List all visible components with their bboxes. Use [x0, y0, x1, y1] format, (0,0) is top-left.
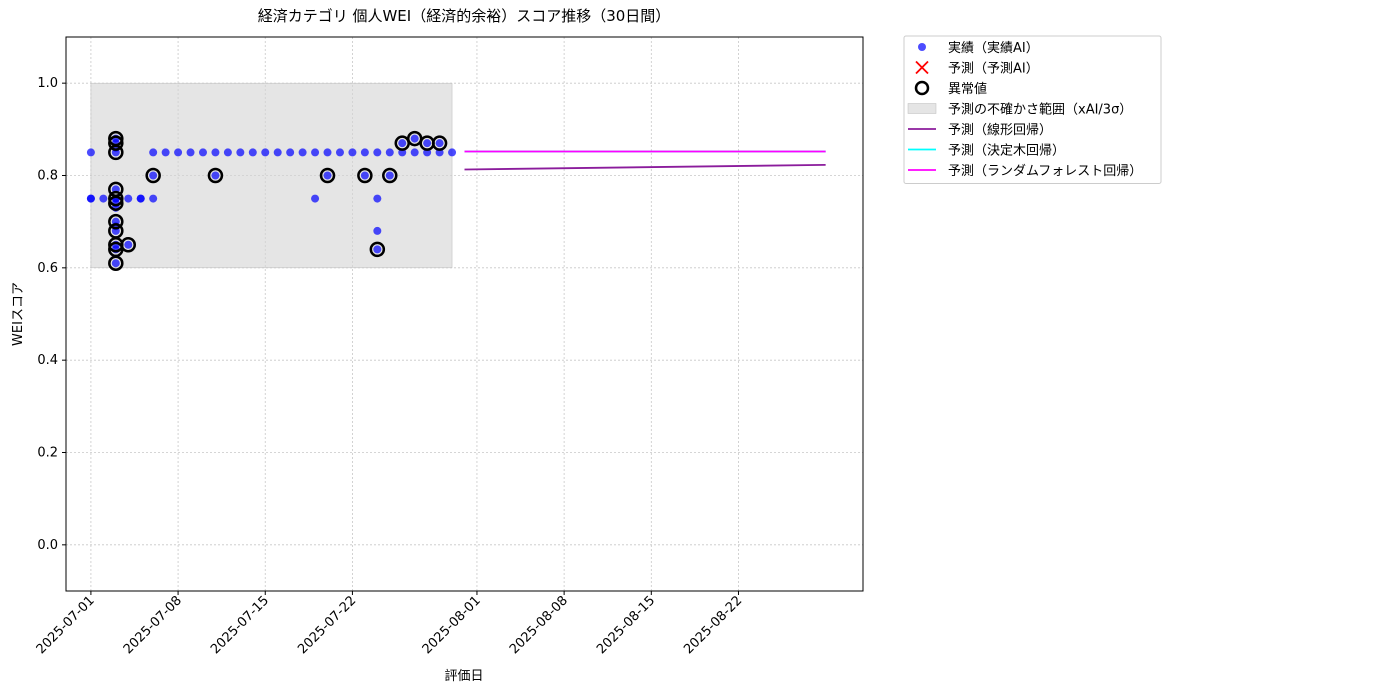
actual-point — [211, 171, 220, 180]
x-tick-label: 2025-07-15 — [208, 593, 272, 657]
actual-point — [124, 194, 133, 203]
anomaly-point — [120, 237, 137, 253]
x-tick-label: 2025-08-22 — [681, 593, 745, 657]
actual-point — [323, 148, 332, 157]
actual-point — [174, 148, 183, 157]
actual-point — [236, 148, 245, 157]
anomaly-point — [108, 135, 124, 151]
actual-point — [385, 148, 394, 157]
actual-point — [311, 194, 320, 203]
actual-point — [385, 171, 394, 180]
actual-point — [373, 245, 382, 254]
y-tick-label: 0.6 — [37, 261, 58, 276]
actual-point — [335, 148, 344, 157]
x-tick-label: 2025-08-08 — [507, 593, 571, 657]
x-tick-label: 2025-08-01 — [420, 593, 484, 657]
x-axis-label: 評価日 — [444, 669, 483, 684]
actual-point — [360, 148, 369, 157]
actual-point — [111, 259, 120, 268]
actual-point — [186, 148, 195, 157]
x-tick-label: 2025-07-08 — [121, 593, 185, 657]
actual-point — [448, 148, 457, 157]
legend-label: 予測（予測AI） — [948, 62, 1039, 77]
actual-point — [423, 139, 432, 148]
legend-marker — [907, 103, 937, 114]
legend-box — [903, 35, 1162, 184]
actual-point — [248, 148, 257, 157]
actual-point — [86, 194, 95, 203]
anomaly-point — [357, 167, 373, 184]
actual-point — [86, 148, 95, 157]
anomaly-point — [145, 167, 161, 184]
actual-point — [211, 148, 220, 157]
actual-point — [298, 148, 307, 157]
legend-label: 予測（決定木回帰） — [948, 143, 1065, 159]
actual-point — [99, 194, 108, 203]
y-tick-label: 0.0 — [37, 538, 58, 553]
actual-point — [136, 194, 145, 203]
actual-point — [435, 139, 444, 148]
y-tick-label: 0.8 — [37, 169, 58, 184]
actual-point — [360, 171, 369, 180]
actual-point — [198, 148, 207, 157]
uncertainty-band — [90, 82, 453, 269]
actual-point — [261, 148, 270, 157]
anomaly-point — [207, 167, 224, 184]
legend-label: 実績（実績AI） — [948, 40, 1039, 56]
y-axis-label: WEIスコア — [11, 282, 26, 346]
legend-label: 予測（ランダムフォレスト回帰） — [948, 163, 1142, 179]
anomaly-point — [431, 135, 448, 151]
actual-point — [311, 148, 320, 157]
prediction-line — [464, 163, 826, 171]
legend-marker — [914, 80, 930, 96]
actual-point — [410, 148, 419, 157]
anomaly-point — [369, 241, 386, 258]
y-tick-label: 0.2 — [37, 446, 58, 461]
y-tick-label: 0.4 — [37, 353, 58, 368]
legend-label: 異常値 — [948, 81, 987, 97]
actual-point — [373, 226, 382, 235]
anomaly-point — [108, 255, 124, 271]
actual-point — [373, 194, 382, 203]
legend-marker — [918, 43, 926, 51]
anomaly-point — [108, 213, 124, 230]
actual-point — [323, 171, 332, 180]
chart-title: 経済カテゴリ 個人WEI（経済的余裕）スコア推移（30日間） — [258, 7, 671, 25]
x-tick-label: 2025-08-15 — [594, 593, 658, 657]
actual-point — [348, 148, 357, 157]
legend-marker — [915, 60, 929, 75]
x-tick-label: 2025-07-01 — [34, 593, 98, 657]
actual-point — [149, 194, 158, 203]
anomaly-point — [108, 190, 124, 207]
actual-point — [161, 148, 170, 157]
actual-point — [149, 148, 158, 157]
anomaly-point — [319, 167, 336, 184]
legend-label: 予測の不確かさ範囲（xAI/3σ） — [948, 102, 1132, 118]
y-tick-label: 1.0 — [37, 76, 58, 91]
anomaly-point — [382, 167, 398, 184]
legend-label: 予測（線形回帰） — [948, 122, 1052, 138]
anomaly-point — [108, 195, 124, 211]
actual-point — [398, 139, 407, 148]
actual-point — [410, 134, 419, 143]
actual-point — [124, 240, 133, 249]
actual-point — [286, 148, 295, 157]
actual-point — [149, 171, 158, 180]
anomaly-point — [108, 144, 124, 161]
actual-point — [373, 148, 382, 157]
actual-point — [273, 148, 282, 157]
x-tick-label: 2025-07-22 — [295, 593, 359, 657]
actual-point — [223, 148, 232, 157]
plot-frame — [65, 36, 864, 592]
